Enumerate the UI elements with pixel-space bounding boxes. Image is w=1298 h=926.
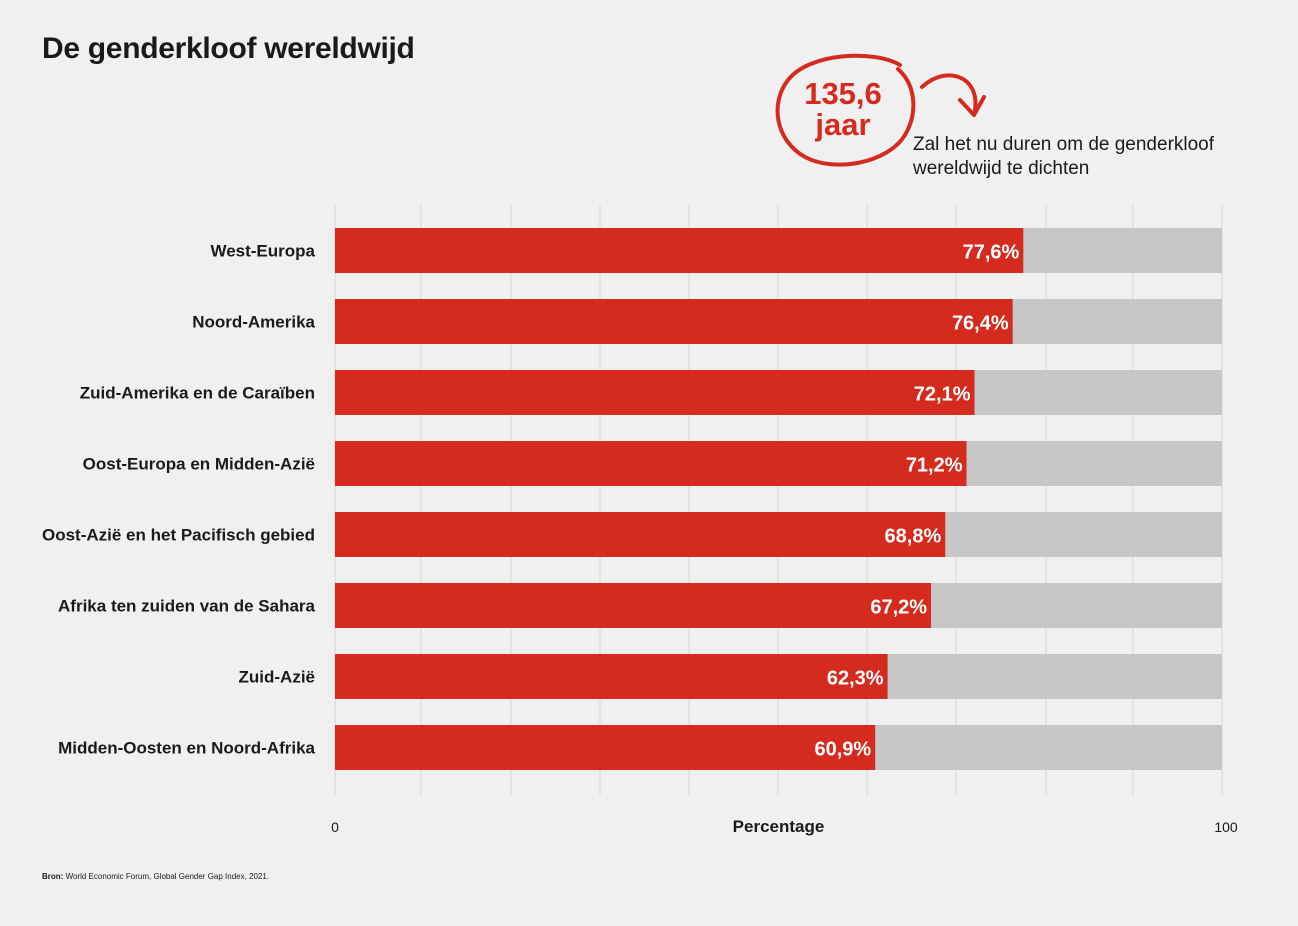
bar-value-label-4: 68,8%: [885, 526, 942, 548]
category-label-5: Afrika ten zuiden van de Sahara: [58, 597, 316, 616]
x-tick-label-1: 100: [1214, 819, 1238, 835]
category-label-6: Zuid-Azië: [239, 668, 316, 687]
x-tick-label-0: 0: [331, 819, 339, 835]
bar-chart: 77,6% 76,4% 72,1% 71,2% 68,8% 67,2% 62,3% 60,9%…: [42, 205, 1238, 836]
category-label-7: Midden-Oosten en Noord-Afrika: [58, 739, 315, 758]
category-label-4: Oost-Azië en het Pacifisch gebied: [42, 526, 315, 545]
bar-value-label-6: 62,3%: [827, 668, 884, 690]
source-note: Bron: World Economic Forum, Global Gende…: [42, 872, 269, 881]
bar-7: [335, 725, 876, 770]
callout-circle: [775, 53, 986, 167]
curved-arrow-icon: [920, 73, 978, 112]
bar-value-label-3: 71,2%: [906, 455, 963, 477]
callout-number: 135,6 jaar: [784, 78, 902, 140]
bar-value-label-2: 72,1%: [914, 384, 971, 406]
chart-category-labels: West-Europa Noord-Amerika Zuid-Amerika en …: [42, 242, 316, 758]
hand-drawn-circle-icon: [775, 53, 916, 167]
category-label-0: West-Europa: [210, 242, 315, 261]
bar-value-label-0: 77,6%: [963, 242, 1020, 264]
bar-1: [335, 299, 1013, 344]
category-label-2: Zuid-Amerika en de Caraïben: [80, 384, 315, 403]
bar-4: [335, 512, 946, 557]
source-label: Bron:: [42, 872, 64, 881]
category-label-1: Noord-Amerika: [192, 313, 315, 332]
bar-0: [335, 228, 1024, 273]
callout-value: 135,6: [804, 76, 882, 111]
bar-value-label-7: 60,9%: [814, 739, 871, 761]
chart-x-axis: 0 100 Percentage: [331, 817, 1238, 836]
bar-6: [335, 654, 888, 699]
source-text: World Economic Forum, Global Gender Gap …: [65, 872, 270, 881]
chart-grid: [334, 205, 1223, 795]
callout-description: Zal het nu duren om de genderkloof werel…: [913, 134, 1215, 179]
bar-value-label-5: 67,2%: [870, 597, 927, 619]
bar-2: [335, 370, 975, 415]
bar-5: [335, 583, 932, 628]
arrow-head-icon: [958, 95, 986, 117]
x-axis-title: Percentage: [733, 817, 825, 836]
bar-3: [335, 441, 967, 486]
bar-value-label-1: 76,4%: [952, 313, 1009, 335]
category-label-3: Oost-Europa en Midden-Azië: [83, 455, 315, 474]
chart-bars: 77,6% 76,4% 72,1% 71,2% 68,8% 67,2% 62,3% 60,9%: [335, 228, 1222, 770]
page-title: De genderkloof wereldwijd: [42, 32, 415, 65]
callout-unit: jaar: [815, 107, 871, 142]
